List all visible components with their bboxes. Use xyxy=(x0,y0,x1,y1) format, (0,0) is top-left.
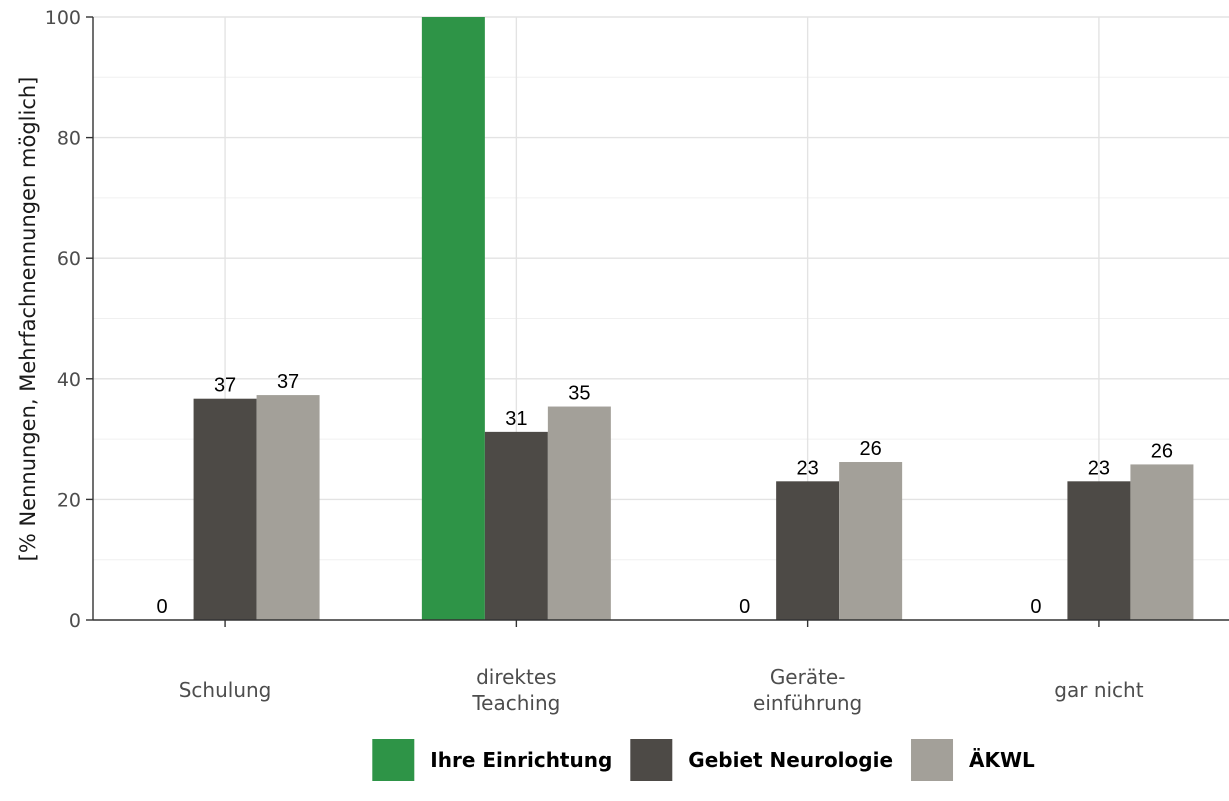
y-tick-label: 40 xyxy=(57,369,81,391)
data-label: 23 xyxy=(797,457,819,479)
data-label: 0 xyxy=(157,596,168,618)
y-tick-labels: 0 20 40 60 80 100 xyxy=(45,7,81,632)
y-axis-label: [% Nennungen, Mehrfachnennungen möglich] xyxy=(16,77,40,562)
legend-swatch xyxy=(372,739,415,781)
x-category-label: einführung xyxy=(753,691,862,715)
legend-label: Ihre Einrichtung xyxy=(430,748,612,772)
y-tick-label: 80 xyxy=(57,128,81,150)
data-label: 0 xyxy=(1030,596,1041,618)
y-tick-label: 20 xyxy=(57,489,81,511)
data-label: 37 xyxy=(277,371,299,393)
legend-swatch xyxy=(630,739,673,781)
x-category-label: Schulung xyxy=(179,678,272,702)
data-label: 35 xyxy=(568,383,590,405)
y-tick-label: 100 xyxy=(45,7,81,29)
bar xyxy=(839,462,903,620)
data-label: 26 xyxy=(860,438,882,460)
x-category-label: Teaching xyxy=(471,691,560,715)
bar xyxy=(776,481,840,620)
bar xyxy=(1067,481,1131,620)
axes xyxy=(86,16,1229,627)
y-tick-label: 60 xyxy=(57,248,81,270)
data-label: 37 xyxy=(214,375,236,397)
data-label: 31 xyxy=(505,408,527,430)
legend: Ihre Einrichtung Gebiet Neurologie ÄKWL xyxy=(372,739,1035,781)
bar xyxy=(256,395,320,620)
bar xyxy=(193,398,257,620)
data-label: 0 xyxy=(739,596,750,618)
y-tick-label: 0 xyxy=(69,610,81,632)
bar xyxy=(421,17,485,620)
legend-swatch xyxy=(911,739,954,781)
bar xyxy=(1130,464,1194,620)
bar xyxy=(547,406,611,620)
bars xyxy=(193,17,1194,620)
data-label: 23 xyxy=(1088,457,1110,479)
bar xyxy=(484,431,548,620)
x-category-label: gar nicht xyxy=(1054,678,1143,702)
data-labels: 0 0 0 37 31 23 23 37 35 26 26 xyxy=(157,371,1174,618)
legend-label: ÄKWL xyxy=(969,748,1035,772)
legend-label: Gebiet Neurologie xyxy=(688,748,893,772)
data-label: 26 xyxy=(1151,440,1173,462)
x-category-label: Geräte- xyxy=(770,665,846,689)
x-category-label: direktes xyxy=(476,665,557,689)
